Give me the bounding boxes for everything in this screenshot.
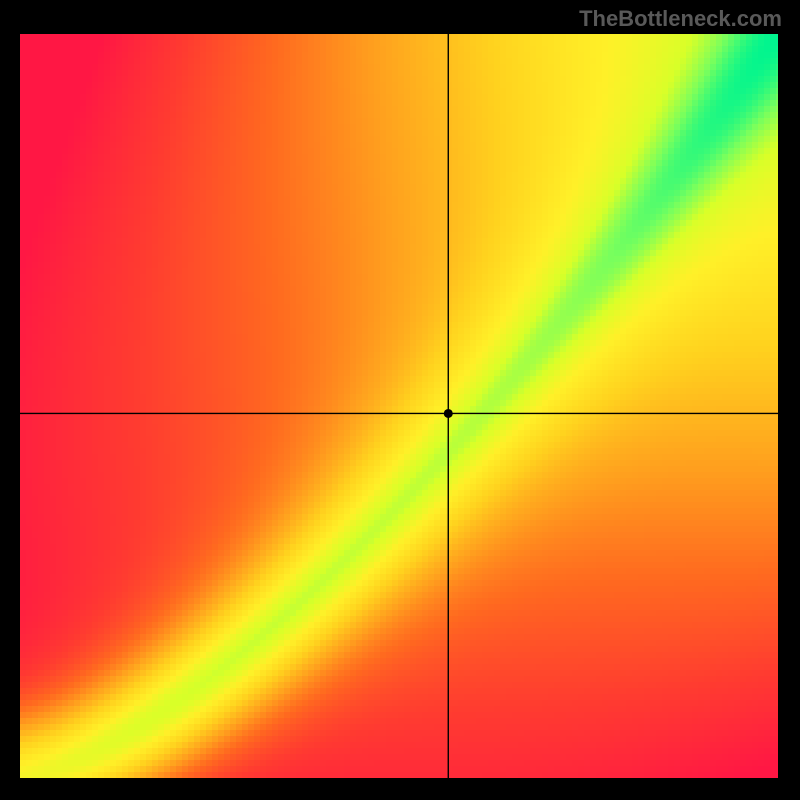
- chart-frame: TheBottleneck.com: [0, 0, 800, 800]
- plot-area: [20, 34, 778, 778]
- watermark-text: TheBottleneck.com: [579, 6, 782, 32]
- heatmap-canvas: [20, 34, 778, 778]
